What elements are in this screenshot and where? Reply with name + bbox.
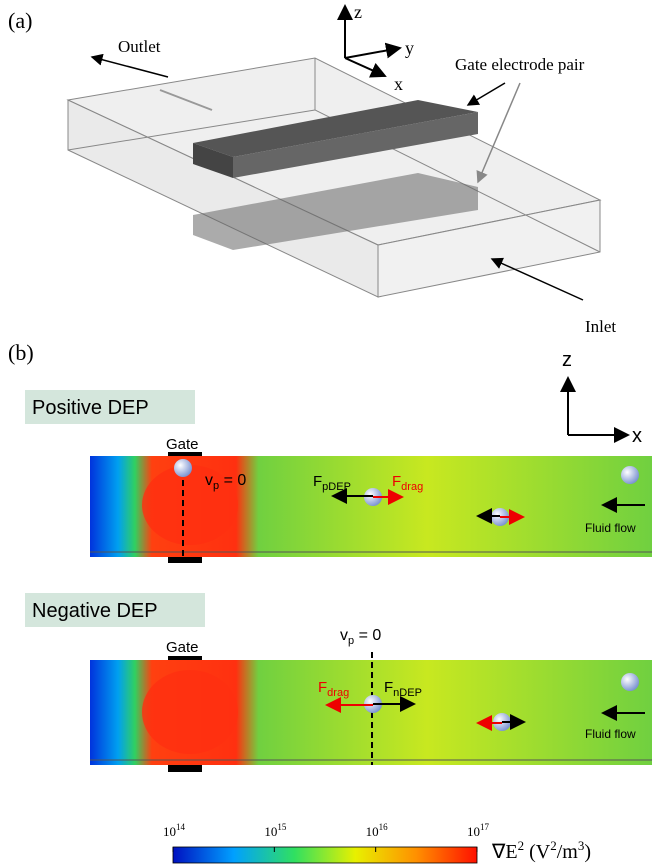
tick-label: 1014 <box>163 822 186 839</box>
tick-exponent: 15 <box>277 822 287 832</box>
annotation: Inlet <box>585 317 616 336</box>
figure: (a) z y x Outlet Gate electrode pair Inl… <box>0 0 652 867</box>
annotation: Gate electrode pair <box>455 55 585 74</box>
tick-label: 1015 <box>264 822 287 839</box>
panel-title: Negative DEP <box>32 600 158 622</box>
annotation: Fluid flow <box>585 521 636 535</box>
panel-label: (a) <box>8 8 32 33</box>
axes-2d <box>568 378 628 435</box>
axis-label: x <box>394 74 403 94</box>
axis-label: z <box>562 349 572 371</box>
tick-base: 10 <box>467 824 480 839</box>
panel-label: (b) <box>8 340 34 365</box>
gate-label: Gate <box>166 639 199 656</box>
tick-label: 1016 <box>366 822 389 839</box>
colorbar <box>173 847 477 863</box>
arrow <box>468 83 505 105</box>
axis-label: z <box>354 2 362 22</box>
negative-panel: Negative DEP Gate vp = 0 Fdrag FnDEP Flu… <box>25 593 652 772</box>
arrow <box>92 57 168 77</box>
axis-label: y <box>405 38 414 58</box>
panel-title: Positive DEP <box>32 397 149 419</box>
tick-base: 10 <box>264 824 277 839</box>
colorbar-label: ∇E2 (V2/m3) <box>491 838 591 863</box>
annotation: vp = 0 <box>340 627 381 647</box>
tick-exponent: 14 <box>176 822 186 832</box>
tick-exponent: 17 <box>480 822 490 832</box>
annotation: Outlet <box>118 37 161 56</box>
annotation: Fluid flow <box>585 727 636 741</box>
tick-base: 10 <box>366 824 379 839</box>
channel-3d <box>68 58 600 297</box>
gate-label: Gate <box>166 436 199 453</box>
tick-exponent: 16 <box>379 822 389 832</box>
tick-base: 10 <box>163 824 176 839</box>
tick-label: 1017 <box>467 822 490 839</box>
axis-label: x <box>632 425 642 447</box>
positive-panel: Positive DEP Gate vp = 0 FpDEP Fdrag Flu… <box>25 390 652 563</box>
